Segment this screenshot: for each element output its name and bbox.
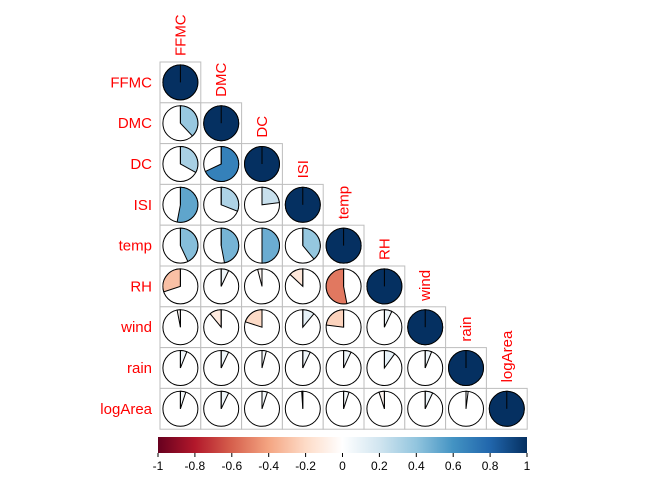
cell-DMC-DMC	[200, 102, 243, 145]
correlation-cells	[159, 61, 528, 430]
colorbar-tick-label: -0.2	[295, 459, 316, 473]
pie-slice	[302, 227, 321, 260]
pie-slice	[179, 145, 199, 174]
cell-rain-rain	[445, 347, 487, 389]
cell-DC-DMC	[200, 143, 243, 185]
colorbar-tick-label: -0.4	[258, 459, 279, 473]
cell-RH-FFMC	[159, 265, 202, 308]
cell-DMC-FFMC	[159, 102, 202, 145]
cell-RH-DC	[241, 265, 283, 308]
colorbar-gradient	[158, 437, 527, 453]
row-label-wind: wind	[120, 319, 152, 336]
pie-slice	[325, 268, 348, 305]
colorbar-tick-label: 0.2	[371, 459, 388, 473]
row-label-temp: temp	[119, 238, 152, 255]
cell-wind-DC	[241, 306, 283, 349]
column-label-temp: temp	[336, 186, 353, 219]
cell-rain-RH	[363, 347, 406, 389]
row-label-FFMC: FFMC	[110, 74, 152, 91]
cell-logArea-ISI	[281, 387, 324, 430]
pie-slice	[220, 227, 240, 264]
colorbar: -1 -0.8 -0.6 -0.4 -0.2 0 0.2 0.4 0.6 0.8 1	[153, 437, 531, 473]
colorbar-tick-label: 0	[339, 459, 346, 473]
cell-ISI-DC	[241, 183, 283, 226]
cell-logArea-DC	[241, 387, 283, 430]
cell-rain-temp	[322, 347, 365, 389]
cell-logArea-DMC	[200, 387, 243, 430]
colorbar-tick-label: 0.6	[445, 459, 462, 473]
cell-temp-FFMC	[159, 224, 202, 267]
cell-RH-DMC	[200, 265, 243, 308]
cell-wind-wind	[404, 306, 447, 349]
cell-ISI-FFMC	[159, 183, 202, 226]
pie-slice	[220, 186, 240, 212]
cell-logArea-FFMC	[159, 387, 202, 430]
cell-logArea-logArea	[485, 387, 528, 430]
column-label-ISI: ISI	[295, 160, 312, 178]
column-label-wind: wind	[417, 270, 434, 302]
colorbar-tick-label: -1	[153, 459, 164, 473]
row-label-DMC: DMC	[118, 115, 152, 132]
row-label-rain: rain	[127, 360, 152, 377]
colorbar-tick-label: 1	[524, 459, 531, 473]
cell-temp-DC	[241, 224, 283, 267]
cell-wind-temp	[322, 306, 365, 349]
pie-slice	[204, 145, 240, 182]
cell-wind-RH	[363, 306, 406, 349]
cell-logArea-rain	[445, 387, 487, 430]
pie-slice	[179, 105, 199, 137]
cell-RH-temp	[322, 265, 365, 308]
cell-DC-FFMC	[159, 143, 202, 185]
colorbar-tick-label: -0.8	[185, 459, 206, 473]
cell-logArea-temp	[322, 387, 365, 430]
pie-slice	[261, 227, 280, 264]
column-labels: FFMC DMC DC ISI temp RH wind rain logArea	[172, 14, 515, 382]
cell-temp-temp	[322, 224, 365, 267]
cell-temp-ISI	[281, 224, 324, 267]
cell-rain-wind	[404, 347, 447, 389]
cell-rain-FFMC	[159, 347, 202, 389]
colorbar-tick-label: 0.8	[482, 459, 499, 473]
pie-slice	[176, 186, 199, 223]
row-label-logArea: logArea	[100, 401, 152, 418]
cell-temp-DMC	[200, 224, 243, 267]
cell-wind-ISI	[281, 306, 324, 349]
cell-RH-RH	[363, 265, 406, 308]
cell-ISI-DMC	[200, 183, 243, 226]
cell-rain-ISI	[281, 347, 324, 389]
pie-slice	[179, 227, 199, 263]
cell-wind-DMC	[200, 306, 243, 349]
column-label-RH: RH	[376, 238, 393, 260]
cell-RH-ISI	[281, 265, 324, 308]
cell-wind-FFMC	[159, 306, 202, 349]
colorbar-tick-label: 0.4	[408, 459, 425, 473]
column-label-logArea: logArea	[499, 330, 516, 382]
cell-DC-DC	[241, 143, 283, 185]
colorbar-tick-label: -0.6	[221, 459, 242, 473]
cell-ISI-ISI	[281, 183, 324, 226]
pie-slice	[162, 268, 181, 293]
column-label-rain: rain	[458, 317, 475, 342]
cell-rain-DC	[241, 347, 283, 389]
column-label-DC: DC	[254, 116, 271, 138]
column-label-DMC: DMC	[213, 62, 230, 96]
cell-logArea-RH	[363, 387, 406, 430]
column-label-FFMC: FFMC	[172, 14, 189, 56]
cell-FFMC-FFMC	[159, 61, 202, 104]
row-label-RH: RH	[130, 278, 152, 295]
cell-rain-DMC	[200, 347, 243, 389]
row-label-DC: DC	[130, 156, 152, 173]
row-label-ISI: ISI	[134, 197, 152, 214]
cell-logArea-wind	[404, 387, 447, 430]
row-labels: FFMC DMC DC ISI temp RH wind rain logArea	[100, 74, 152, 417]
